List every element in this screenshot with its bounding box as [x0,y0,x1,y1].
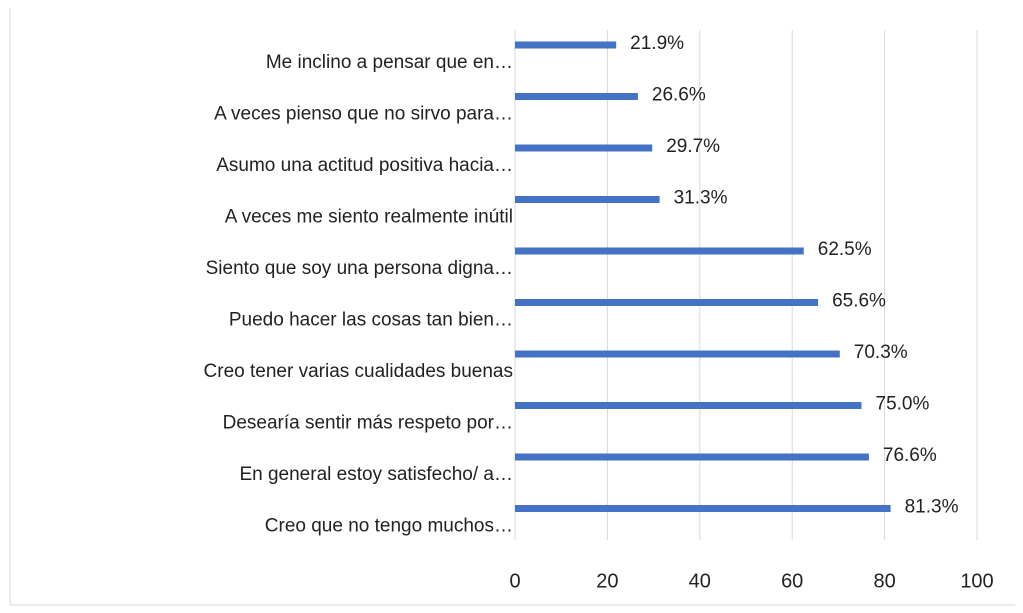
bar [515,93,638,100]
value-label: 76.6% [883,445,937,466]
x-tick-label: 80 [873,570,895,592]
value-label: 65.6% [832,291,886,312]
bar [515,505,891,512]
category-label: Siento que soy una persona digna… [206,258,513,279]
category-label: En general estoy satisfecho/ a… [239,464,513,485]
bar [515,453,869,461]
bar [515,247,804,255]
category-label: Creo que no tengo muchos… [265,516,513,537]
x-tick-label: 60 [781,570,803,592]
value-label: 31.3% [674,188,728,209]
value-label: 21.9% [630,33,684,54]
category-label: Asumo una actitud positiva hacia… [216,155,513,176]
bar [515,144,653,152]
x-tick-label: 40 [689,570,711,592]
x-tick-label: 100 [960,570,993,592]
bar [515,299,819,306]
value-label: 81.3% [905,497,959,518]
value-label: 29.7% [666,136,720,157]
bar [515,41,617,49]
category-label: Creo tener varias cualidades buenas [204,361,513,382]
category-label: Me inclino a pensar que en… [266,52,513,73]
x-tick-label: 0 [509,570,520,592]
bar [515,196,660,203]
bar [515,402,862,409]
value-label: 26.6% [652,85,706,106]
category-label: A veces pienso que no sirvo para… [214,104,513,125]
value-label: 75.0% [876,394,930,415]
category-label: Puedo hacer las cosas tan bien… [229,310,513,331]
value-label: 70.3% [854,342,908,363]
value-label: 62.5% [818,239,872,260]
category-label: A veces me siento realmente inútil [225,207,513,228]
category-label: Desearía sentir más respeto por… [223,413,513,434]
x-tick-label: 20 [596,570,618,592]
bar [515,350,840,358]
